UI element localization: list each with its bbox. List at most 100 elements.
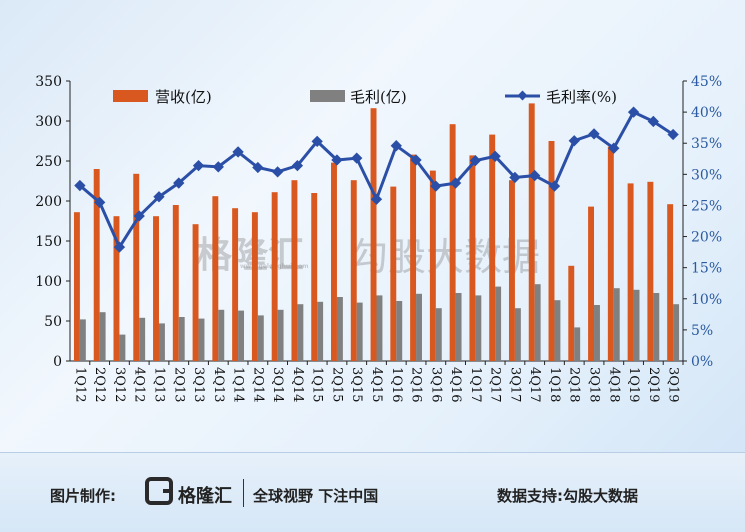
x-tick-label: 1Q18 bbox=[547, 367, 562, 402]
revenue-bar bbox=[568, 265, 575, 361]
margin-point bbox=[529, 169, 541, 182]
left-tick-label: 0 bbox=[53, 354, 62, 370]
legend-margin-label: 毛利率(%) bbox=[546, 88, 617, 106]
gross-profit-bar bbox=[356, 302, 363, 361]
right-tick-label: 25% bbox=[691, 198, 722, 214]
gross-profit-bar bbox=[317, 301, 324, 361]
gross-profit-bar bbox=[435, 308, 442, 361]
gross-profit-bar bbox=[594, 305, 600, 361]
gross-profit-bar bbox=[396, 301, 403, 361]
margin-point bbox=[588, 128, 600, 140]
gross-profit-bar bbox=[198, 318, 205, 361]
margin-point bbox=[192, 159, 205, 172]
footer-slogan: 全球视野 下注中国 bbox=[253, 487, 379, 505]
margin-point bbox=[291, 159, 304, 172]
right-tick-label: 45% bbox=[691, 74, 722, 90]
gross-profit-bar bbox=[238, 310, 245, 361]
gross-profit-bar bbox=[218, 309, 225, 361]
right-tick-label: 40% bbox=[691, 105, 722, 121]
footer-data-support: 数据支持:勾股大数据 bbox=[497, 487, 638, 505]
x-tick-label: 2Q13 bbox=[171, 367, 186, 402]
revenue-bar bbox=[528, 103, 535, 362]
gross-profit-bar bbox=[613, 288, 620, 361]
margin-point bbox=[449, 177, 462, 189]
revenue-bar bbox=[548, 141, 555, 361]
x-tick-label: 3Q13 bbox=[191, 367, 206, 402]
margin-point bbox=[173, 177, 185, 189]
x-tick-label: 2Q17 bbox=[488, 367, 503, 402]
gross-profit-bar bbox=[336, 297, 343, 361]
left-tick-label: 50 bbox=[44, 314, 62, 330]
gross-profit-bar bbox=[139, 317, 146, 361]
gross-profit-bar bbox=[574, 327, 581, 361]
x-tick-label: 4Q13 bbox=[211, 367, 226, 402]
margin-point bbox=[331, 154, 343, 166]
x-tick-label: 2Q18 bbox=[567, 367, 582, 402]
right-tick-label: 5% bbox=[691, 323, 713, 339]
revenue-bar bbox=[212, 196, 219, 361]
gross-profit-bar bbox=[277, 309, 284, 361]
gross-profit-bar bbox=[416, 293, 422, 361]
watermark-data-text: 勾股大数据 bbox=[350, 235, 541, 279]
left-tick-label: 150 bbox=[35, 234, 62, 250]
right-tick-label: 30% bbox=[691, 167, 722, 183]
margin-point bbox=[311, 135, 323, 148]
gross-profit-bar bbox=[514, 308, 521, 361]
x-tick-label: 1Q13 bbox=[151, 367, 166, 402]
margin-point bbox=[351, 152, 363, 164]
x-tick-label: 3Q15 bbox=[349, 367, 364, 402]
margin-point bbox=[212, 161, 224, 173]
margin-point bbox=[489, 150, 501, 162]
revenue-bar bbox=[627, 183, 634, 361]
margin-point bbox=[271, 166, 284, 178]
x-tick-label: 1Q19 bbox=[626, 367, 641, 402]
revenue-bar bbox=[232, 208, 239, 361]
right-tick-label: 10% bbox=[691, 292, 722, 308]
gross-profit-bar bbox=[119, 334, 126, 361]
gross-profit-bar bbox=[495, 286, 502, 361]
left-tick-label: 200 bbox=[35, 194, 62, 210]
gross-profit-bar bbox=[475, 295, 482, 361]
revenue-bar bbox=[133, 173, 140, 361]
right-tick-label: 0% bbox=[691, 354, 713, 370]
margin-point bbox=[133, 210, 145, 222]
gross-profit-bar bbox=[99, 312, 106, 361]
gross-profit-bar bbox=[554, 300, 561, 361]
legend-margin-marker bbox=[517, 90, 528, 101]
gross-profit-bar bbox=[534, 284, 541, 361]
revenue-bar bbox=[429, 170, 436, 361]
brand-logo-icon bbox=[145, 477, 173, 505]
revenue-bar bbox=[647, 181, 654, 361]
revenue-bar bbox=[113, 216, 120, 361]
x-tick-label: 3Q12 bbox=[112, 367, 127, 402]
revenue-bar bbox=[251, 212, 258, 361]
x-tick-label: 3Q16 bbox=[428, 367, 443, 402]
margin-point bbox=[370, 193, 383, 205]
x-tick-label: 2Q15 bbox=[329, 367, 344, 402]
x-tick-label: 3Q19 bbox=[666, 367, 681, 402]
left-tick-label: 100 bbox=[35, 274, 62, 290]
x-tick-label: 3Q14 bbox=[270, 367, 285, 402]
combo-chart: 0 50 100 150 200 250 300 350 0% 5% 10% 15% 20% 25% 30%… bbox=[35, 74, 722, 402]
margin-point bbox=[568, 135, 580, 147]
x-tick-label: 4Q16 bbox=[448, 367, 463, 402]
x-tick-label: 1Q15 bbox=[310, 367, 325, 402]
legend-revenue-label: 营收(亿) bbox=[155, 88, 212, 106]
legend-gross-profit-swatch bbox=[310, 90, 345, 102]
gross-profit-bar bbox=[673, 304, 680, 361]
margin-point bbox=[410, 154, 422, 166]
revenue-bar bbox=[390, 186, 397, 361]
gross-profit-bar bbox=[455, 293, 462, 361]
revenue-bar bbox=[331, 162, 337, 361]
revenue-bar bbox=[192, 224, 199, 361]
revenue-bar bbox=[350, 180, 357, 361]
revenue-bar bbox=[588, 206, 595, 361]
x-tick-label: 3Q18 bbox=[587, 367, 602, 402]
x-tick-label: 2Q19 bbox=[646, 367, 661, 402]
x-tick-label: 4Q14 bbox=[290, 367, 305, 402]
x-tick-label: 2Q12 bbox=[92, 367, 107, 402]
revenue-bar bbox=[271, 192, 278, 361]
watermark-data: 勾股大数据 bbox=[350, 226, 540, 281]
footer-brand: 格隆汇 bbox=[178, 486, 232, 507]
left-tick-label: 300 bbox=[35, 114, 62, 130]
